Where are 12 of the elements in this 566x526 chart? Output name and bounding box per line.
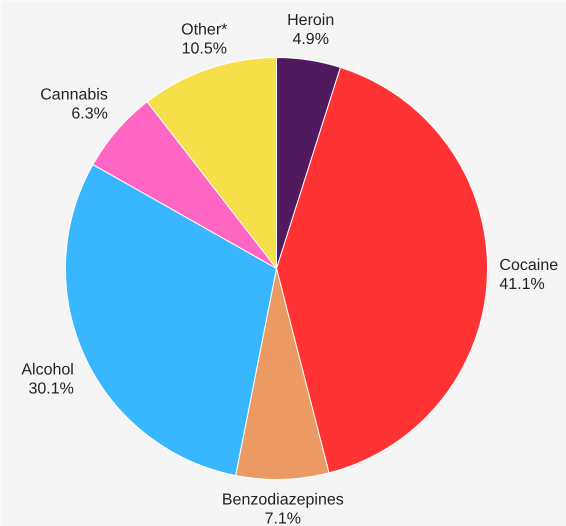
data-label: 6.3%	[71, 106, 108, 123]
data-label: 10.5%	[182, 40, 227, 58]
slice-label: Benzodiazepines	[222, 491, 344, 508]
data-label: 7.1%	[264, 510, 302, 526]
data-label: 4.9%	[292, 31, 329, 48]
data-label: 30.1%	[28, 380, 74, 398]
data-label: 41.1%	[499, 276, 545, 293]
slice-label: Cannabis	[40, 86, 108, 104]
slice-label: Alcohol	[21, 362, 74, 379]
slice-label: Heroin	[287, 12, 334, 30]
slice-label: Cocaine	[499, 256, 558, 274]
slice-label: Other*	[181, 22, 228, 39]
